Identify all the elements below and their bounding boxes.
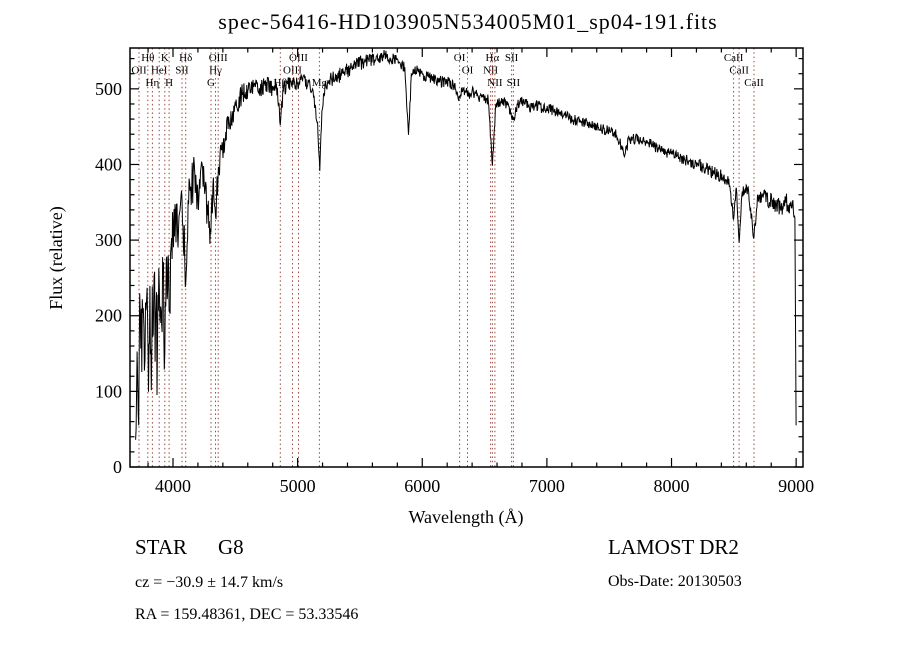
spectral-line-label: CaII <box>724 52 744 64</box>
spectral-line-label: HeI <box>151 65 168 77</box>
object-class: STAR <box>135 535 187 559</box>
spectral-line-label: CaII <box>744 77 764 89</box>
spectral-line-label: K <box>161 52 169 64</box>
spectral-line-label: Hγ <box>209 65 222 77</box>
spectral-line-label: SII <box>507 77 521 89</box>
spectral-line-label: Hθ <box>141 52 154 64</box>
spectral-line-label: H <box>165 77 173 89</box>
spectral-line-label: Hδ <box>179 52 192 64</box>
spectrum-trace <box>135 50 797 440</box>
x-tick-label: 6000 <box>404 476 440 496</box>
obs-date: Obs-Date: 20130503 <box>608 573 742 590</box>
spectral-line-label: SII <box>175 65 189 77</box>
spectral-line-label: OIII <box>283 65 302 77</box>
spectral-line-label: NII <box>483 65 499 77</box>
y-axis-label: Flux (relative) <box>46 206 67 309</box>
axes-box <box>129 47 804 468</box>
x-tick-label: 8000 <box>654 476 690 496</box>
spectral-line-label: NII <box>487 77 503 89</box>
plot-canvas: OIIHθHηHeIKHSIIHδGHγOIIIHβOIIIOIIIMgOIOI… <box>95 47 814 496</box>
cz-value: cz = −30.9 ± 14.7 km/s <box>135 574 283 591</box>
object-subclass: G8 <box>218 535 244 559</box>
spectral-line-label: SII <box>505 52 519 64</box>
x-tick-label: 5000 <box>280 476 316 496</box>
spectral-line-label: Mg <box>312 77 328 89</box>
spectral-line-label: G <box>207 77 215 89</box>
spectral-line-label: CaII <box>729 65 749 77</box>
survey-release: LAMOST DR2 <box>608 535 739 559</box>
y-tick-label: 100 <box>95 381 122 401</box>
y-tick-label: 0 <box>113 457 122 477</box>
spectral-line-label: OI <box>462 65 474 77</box>
x-tick-label: 7000 <box>529 476 565 496</box>
spectral-line-label: OII <box>131 65 147 77</box>
y-tick-label: 300 <box>95 230 122 250</box>
x-tick-label: 4000 <box>155 476 191 496</box>
plot-title: spec-56416-HD103905N534005M01_sp04-191.f… <box>218 9 717 34</box>
spectral-line-label: Hη <box>146 77 160 89</box>
spectral-line-label: Hα <box>486 52 500 64</box>
y-tick-label: 500 <box>95 79 122 99</box>
x-tick-label: 9000 <box>778 476 814 496</box>
spectral-line-label: OIII <box>289 52 308 64</box>
x-axis-label: Wavelength (Å) <box>408 507 523 528</box>
spectral-line-label: OIII <box>209 52 228 64</box>
y-tick-label: 400 <box>95 154 122 174</box>
ra-dec-coords: RA = 159.48361, DEC = 53.33546 <box>135 606 358 623</box>
y-tick-label: 200 <box>95 306 122 326</box>
spectral-line-label: OI <box>454 52 466 64</box>
